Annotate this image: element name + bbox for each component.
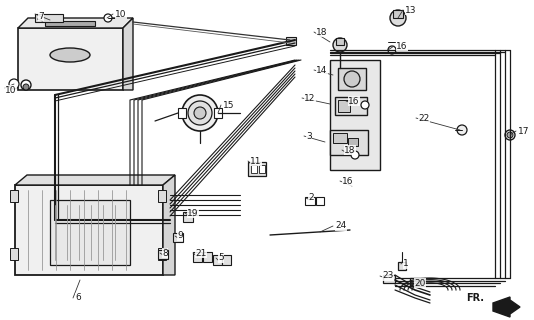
Circle shape [104, 14, 112, 22]
Text: 10: 10 [115, 10, 127, 19]
Circle shape [351, 151, 359, 159]
Text: 22: 22 [418, 114, 429, 123]
Circle shape [194, 107, 206, 119]
Bar [338, 68, 366, 90]
Circle shape [361, 101, 369, 109]
Bar [15, 185, 163, 275]
Text: 2: 2 [308, 194, 313, 203]
Text: 14: 14 [316, 66, 327, 75]
Bar [203, 252, 212, 262]
Ellipse shape [50, 48, 90, 62]
Text: 16: 16 [396, 42, 407, 51]
Bar [10, 190, 18, 202]
Bar [18, 28, 123, 90]
Circle shape [457, 125, 467, 135]
Bar [383, 275, 395, 283]
Circle shape [333, 38, 347, 52]
Text: 6: 6 [75, 293, 81, 302]
Bar [251, 165, 257, 173]
Bar [158, 190, 166, 202]
Text: 18: 18 [344, 146, 356, 155]
Bar [193, 252, 202, 262]
Bar [173, 233, 183, 242]
Text: 5: 5 [218, 253, 224, 262]
Text: 18: 18 [316, 28, 327, 36]
Bar [178, 108, 186, 118]
Text: 17: 17 [518, 126, 530, 135]
Bar [222, 255, 231, 265]
Text: 7: 7 [38, 12, 44, 20]
Bar [214, 108, 222, 118]
Bar [398, 262, 406, 270]
Bar [393, 10, 403, 18]
Text: 24: 24 [335, 221, 346, 230]
Circle shape [182, 95, 218, 131]
Text: 19: 19 [187, 209, 199, 218]
Bar [158, 248, 166, 260]
Bar [286, 37, 296, 45]
Text: 16: 16 [348, 97, 359, 106]
Bar [410, 278, 422, 286]
Circle shape [505, 130, 515, 140]
Bar [338, 100, 350, 112]
Bar [316, 197, 324, 205]
Bar [348, 138, 358, 146]
Text: 15: 15 [223, 100, 234, 109]
Polygon shape [163, 175, 175, 275]
Bar [305, 197, 315, 205]
Text: 3: 3 [306, 132, 312, 140]
Text: FR.: FR. [466, 293, 484, 303]
Text: 21: 21 [195, 249, 206, 258]
Bar [10, 248, 18, 260]
Circle shape [23, 84, 29, 90]
Text: 9: 9 [177, 231, 183, 241]
Circle shape [388, 46, 396, 54]
Bar [335, 97, 367, 115]
Bar [259, 165, 265, 173]
Bar [213, 255, 222, 265]
Polygon shape [18, 18, 133, 28]
Bar [333, 133, 347, 143]
Bar [35, 14, 63, 22]
Circle shape [21, 80, 31, 90]
Circle shape [188, 101, 212, 125]
Bar [45, 21, 95, 26]
Text: 8: 8 [162, 249, 168, 258]
Text: 12: 12 [304, 93, 316, 102]
Bar [158, 250, 168, 259]
Circle shape [9, 79, 19, 89]
Polygon shape [123, 18, 133, 90]
Text: 16: 16 [342, 177, 354, 186]
Circle shape [344, 71, 360, 87]
Bar [248, 162, 266, 176]
Text: 20: 20 [414, 278, 426, 287]
Circle shape [507, 132, 513, 138]
Polygon shape [330, 60, 380, 170]
Bar [330, 130, 368, 155]
Text: 1: 1 [403, 260, 409, 268]
Bar [50, 200, 130, 265]
Polygon shape [493, 297, 520, 317]
Polygon shape [15, 175, 175, 185]
Text: 10: 10 [5, 85, 17, 94]
Bar [336, 38, 344, 45]
Circle shape [390, 10, 406, 26]
Text: 23: 23 [382, 271, 394, 281]
Bar [183, 212, 193, 222]
Text: 13: 13 [405, 5, 417, 14]
Text: 11: 11 [250, 156, 262, 165]
